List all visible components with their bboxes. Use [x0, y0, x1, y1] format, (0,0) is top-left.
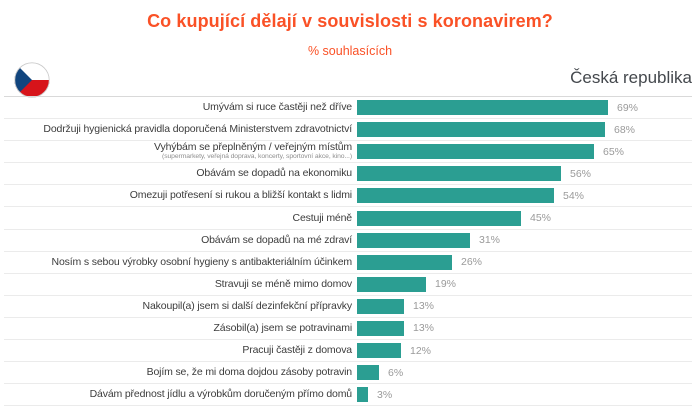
category-label-text: Bojím se, že mi doma dojdou zásoby potra… — [146, 366, 353, 379]
value-label: 13% — [413, 300, 435, 313]
bar — [357, 232, 470, 248]
chart-title: Co kupující dělají v souvislosti s koron… — [147, 11, 553, 31]
bar — [357, 188, 554, 204]
chart-row: Nosím s sebou výrobky osobní hygieny s a… — [4, 252, 692, 274]
chart-row: Dávám přednost jídlu a výrobkům doručený… — [4, 384, 692, 407]
category-label-text: Vyhýbám se přeplněným / veřejným místům — [154, 141, 352, 154]
bar — [357, 387, 368, 403]
category-label: Zásobil(a) jsem se potravinami — [4, 321, 353, 334]
category-label-text: Zásobil(a) jsem se potravinami — [213, 321, 353, 334]
category-label: Umývám si ruce častěji než dříve — [4, 102, 352, 113]
category-label: Omezuji potřesení si rukou a bližší kont… — [4, 190, 352, 201]
category-label-text: Nakoupil(a) jsem si další dezinfekční př… — [142, 299, 353, 312]
country-label: Česká republika — [570, 68, 692, 87]
bar — [357, 122, 605, 138]
bar — [357, 254, 452, 270]
value-label: 19% — [435, 278, 457, 291]
value-label: 68% — [614, 123, 636, 136]
category-label-text: Obávám se dopadů na ekonomiku — [196, 167, 352, 180]
chart-row: Nakoupil(a) jsem si další dezinfekční př… — [4, 296, 692, 318]
category-label: Cestuji méně — [4, 211, 353, 224]
value-label: 56% — [570, 167, 592, 180]
bar — [357, 298, 404, 314]
chart-row: Cestuji méně 45% — [4, 207, 692, 230]
chart-row: Vyhýbám se přeplněným / veřejným místům(… — [4, 141, 692, 164]
bar — [357, 276, 426, 292]
category-label-text: Umývám si ruce častěji než dříve — [202, 101, 352, 114]
category-label-text: Dodržuji hygienická pravidla doporučená … — [43, 123, 352, 136]
value-label: 3% — [377, 388, 393, 401]
category-label-text: Obávám se dopadů na mé zdraví — [201, 233, 352, 246]
value-label: 69% — [617, 101, 639, 114]
value-label: 12% — [410, 344, 432, 357]
category-label-text: Omezuji potřesení si rukou a bližší kont… — [129, 189, 352, 202]
bar — [357, 365, 379, 381]
category-label: Dávám přednost jídlu a výrobkům doručený… — [4, 388, 353, 401]
chart-row: Umývám si ruce častěji než dříve 69% — [4, 97, 692, 120]
chart-row: Pracuji častěji z domova 12% — [4, 340, 692, 363]
chart-row: Obávám se dopadů na mé zdraví 31% — [4, 230, 692, 252]
category-label: Bojím se, že mi doma dojdou zásoby potra… — [4, 366, 353, 379]
chart-subtitle: % souhlasících — [307, 44, 393, 58]
category-label-text: Cestuji méně — [292, 211, 353, 224]
bar — [357, 320, 404, 336]
value-label: 45% — [530, 212, 552, 225]
bar — [357, 144, 594, 160]
bar-chart: Umývám si ruce častěji než dříve 69% Dodrž… — [4, 96, 692, 407]
chart-row: Bojím se, že mi doma dojdou zásoby potra… — [4, 362, 692, 385]
category-note: (supermarkety, veřejná doprava, koncerty… — [162, 153, 352, 161]
category-label: Dodržuji hygienická pravidla doporučená … — [4, 124, 352, 135]
value-label: 26% — [461, 256, 483, 269]
category-label: Nakoupil(a) jsem si další dezinfekční př… — [4, 299, 353, 312]
bar — [357, 166, 561, 182]
chart-row: Obávám se dopadů na ekonomiku 56% — [4, 163, 692, 186]
chart-row: Stravuji se méně mimo domov 19% — [4, 274, 692, 296]
value-label: 65% — [603, 145, 625, 158]
value-label: 31% — [479, 234, 501, 247]
value-label: 13% — [413, 322, 435, 335]
category-label-text: Pracuji častěji z domova — [242, 344, 352, 357]
chart-row: Dodržuji hygienická pravidla doporučená … — [4, 119, 692, 142]
category-label: Pracuji častěji z domova — [4, 345, 352, 356]
category-label: Obávám se dopadů na mé zdraví — [4, 233, 352, 246]
category-label: Vyhýbám se přeplněným / veřejným místům(… — [4, 142, 352, 161]
value-label: 6% — [388, 366, 404, 379]
chart-row: Omezuji potřesení si rukou a bližší kont… — [4, 185, 692, 208]
czech-flag-icon — [14, 62, 50, 98]
category-label: Stravuji se méně mimo domov — [4, 277, 352, 290]
category-label-text: Dávám přednost jídlu a výrobkům doručený… — [89, 388, 353, 401]
bar — [357, 210, 521, 226]
category-label: Obávám se dopadů na ekonomiku — [4, 168, 352, 179]
value-label: 54% — [563, 189, 585, 202]
category-label-text: Nosím s sebou výrobky osobní hygieny s a… — [51, 255, 353, 268]
category-label-text: Stravuji se méně mimo domov — [214, 277, 352, 290]
category-label: Nosím s sebou výrobky osobní hygieny s a… — [4, 255, 353, 268]
bar — [357, 343, 401, 359]
bar — [357, 100, 608, 116]
chart-row: Zásobil(a) jsem se potravinami 13% — [4, 318, 692, 341]
